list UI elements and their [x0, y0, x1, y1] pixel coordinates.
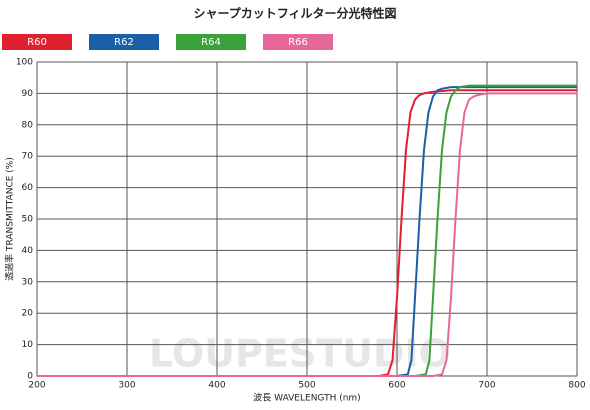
y-tick-label: 40 — [22, 246, 34, 256]
x-tick-label: 500 — [298, 381, 315, 391]
line — [37, 86, 577, 377]
legend-label: R60 — [27, 37, 47, 48]
x-tick-label: 600 — [388, 381, 405, 391]
legend-swatch — [89, 34, 159, 50]
x-tick-label: 400 — [208, 381, 225, 391]
y-tick-label: 10 — [22, 340, 34, 350]
y-tick-label: 50 — [22, 215, 34, 225]
line — [37, 89, 577, 377]
line — [37, 92, 577, 377]
y-tick-label: 0 — [27, 372, 33, 382]
watermark: LOUPESTUDIO — [149, 332, 451, 376]
y-tick-label: 80 — [22, 120, 34, 130]
y-tick-label: 20 — [22, 309, 34, 319]
legend-swatch — [176, 34, 246, 50]
y-tick-label: 60 — [22, 183, 34, 193]
y-tick-label: 100 — [16, 58, 33, 68]
y-tick-label: 30 — [22, 277, 34, 287]
chart-title: シャープカットフィルター分光特性図 — [193, 6, 396, 21]
x-tick-label: 700 — [478, 381, 495, 391]
x-tick-label: 300 — [118, 381, 135, 391]
y-axis-label: 透過率 TRANSMITTANCE (%) — [4, 157, 16, 281]
legend-label: R64 — [201, 37, 221, 48]
line — [37, 84, 577, 377]
y-tick-label: 70 — [22, 152, 34, 162]
legend-swatch — [2, 34, 72, 50]
legend-label: R62 — [114, 37, 134, 48]
x-tick-label: 800 — [568, 381, 585, 391]
legend-swatch — [263, 34, 333, 50]
x-tick-label: 200 — [28, 381, 45, 391]
x-axis-label: 波長 WAVELENGTH (nm) — [253, 392, 360, 404]
legend-label: R66 — [288, 37, 308, 48]
y-tick-label: 90 — [22, 89, 34, 99]
